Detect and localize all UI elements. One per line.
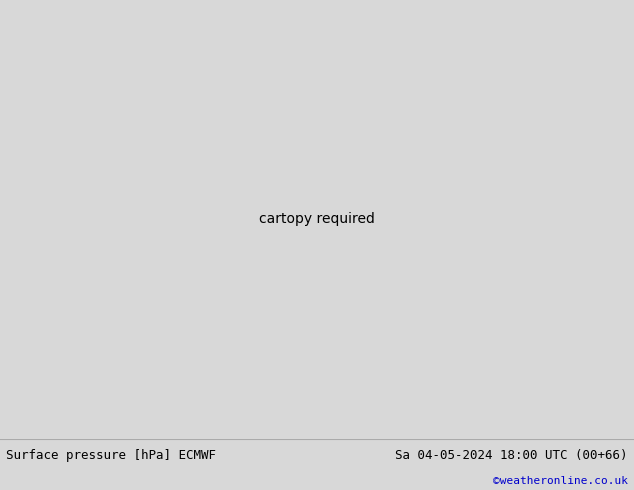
Text: cartopy required: cartopy required: [259, 212, 375, 226]
Text: Surface pressure [hPa] ECMWF: Surface pressure [hPa] ECMWF: [6, 448, 216, 462]
Text: ©weatheronline.co.uk: ©weatheronline.co.uk: [493, 476, 628, 486]
Text: Sa 04-05-2024 18:00 UTC (00+66): Sa 04-05-2024 18:00 UTC (00+66): [395, 448, 628, 462]
